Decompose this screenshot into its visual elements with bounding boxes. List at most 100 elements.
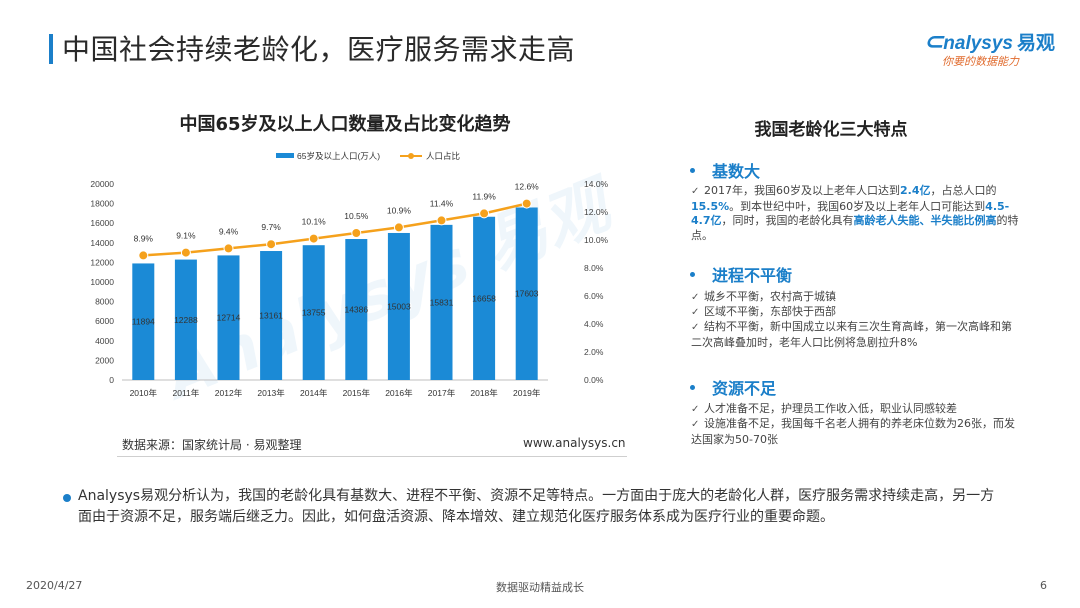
- summary-text: Analysys易观分析认为，我国的老龄化具有基数大、进程不平衡、资源不足等特点…: [78, 488, 995, 525]
- y-left-tick-label: 14000: [90, 238, 114, 248]
- features-title: 我国老龄化三大特点: [754, 120, 908, 140]
- summary-bullet-icon: [63, 494, 71, 502]
- legend-bar-label: 65岁及以上人口(万人): [297, 151, 380, 161]
- y-right-tick-label: 0.0%: [584, 375, 604, 385]
- check-icon: ✓: [691, 186, 700, 197]
- bullet-icon: [690, 272, 695, 277]
- y-left-tick-label: 4000: [95, 336, 114, 346]
- line-value-label: 9.7%: [261, 222, 281, 232]
- x-tick-label: 2010年: [130, 388, 158, 398]
- line-point: [521, 198, 532, 209]
- y-left-tick-label: 12000: [90, 257, 114, 267]
- feature-heading-3: 资源不足: [690, 375, 776, 399]
- feature-2-item-3: ✓ 结构不平衡，新中国成立以来有三次生育高峰，第一次高峰和第二次高峰叠加时，老年人…: [691, 320, 1012, 349]
- bar: [473, 216, 496, 380]
- y-left-tick-label: 0: [109, 375, 114, 385]
- check-icon: ✓: [691, 292, 700, 303]
- y-left-tick-label: 16000: [90, 218, 114, 228]
- bar: [132, 263, 155, 380]
- line-point: [479, 208, 490, 219]
- y-right-tick-label: 2.0%: [584, 347, 604, 357]
- logo-slogan: 你要的数据能力: [942, 55, 1019, 68]
- bar-value-label: 17603: [515, 289, 539, 299]
- bar: [302, 245, 325, 380]
- feature-3-item-1: ✓ 人才准备不足，护理员工作收入低，职业认同感较差: [691, 402, 1021, 418]
- y-left-tick-label: 18000: [90, 199, 114, 209]
- check-icon: ✓: [691, 322, 700, 333]
- line-value-label: 11.9%: [472, 191, 496, 201]
- y-left-tick-label: 8000: [95, 297, 114, 307]
- chart-divider: [117, 456, 627, 457]
- x-tick-label: 2011年: [173, 388, 200, 398]
- bar-value-label: 15831: [430, 297, 454, 307]
- bar: [174, 259, 197, 380]
- feature-heading-1: 基数大: [690, 158, 760, 182]
- chart-source: 数据来源：国家统计局 · 易观整理: [122, 438, 302, 452]
- y-right-tick-label: 12.0%: [584, 207, 609, 217]
- feature-3-item-2: ✓ 设施准备不足，我国每千名老人拥有的养老床位数为26张，而发达国家为50-70张: [691, 417, 1015, 446]
- line-value-label: 11.4%: [430, 198, 454, 208]
- legend-bar-swatch: [276, 153, 294, 158]
- feature-heading-2: 进程不平衡: [690, 262, 792, 286]
- line-value-label: 10.5%: [344, 211, 369, 221]
- x-tick-label: 2016年: [385, 388, 413, 398]
- bar-value-label: 13161: [259, 311, 283, 321]
- bar: [430, 224, 453, 380]
- y-right-tick-label: 10.0%: [584, 235, 609, 245]
- bar-value-label: 13755: [302, 308, 326, 318]
- y-right-tick-label: 6.0%: [584, 291, 604, 301]
- chart-site: www.analysys.cn: [523, 436, 626, 450]
- line-point: [180, 247, 191, 258]
- x-tick-label: 2019年: [513, 388, 541, 398]
- line-point: [308, 233, 319, 244]
- check-icon: ✓: [691, 419, 700, 430]
- line-value-label: 9.4%: [219, 226, 239, 236]
- line-value-label: 10.9%: [387, 205, 412, 215]
- bar: [387, 232, 410, 380]
- analysys-logo: ⊂nalysys 易观 你要的数据能力: [924, 28, 1056, 70]
- line-value-label: 10.1%: [302, 217, 327, 227]
- y-left-tick-label: 20000: [90, 179, 114, 189]
- footer-slogan: 数据驱动精益成长: [496, 581, 584, 594]
- bullet-icon: [690, 168, 695, 173]
- line-point: [436, 215, 447, 226]
- feature-2-item-1: ✓ 城乡不平衡，农村高于城镇: [691, 290, 1021, 306]
- feature-2-item-2: ✓ 区域不平衡，东部快于西部: [691, 305, 1021, 321]
- line-point: [266, 239, 277, 250]
- line-value-label: 9.1%: [176, 231, 196, 241]
- bar: [345, 239, 368, 380]
- bar-value-label: 15003: [387, 301, 411, 311]
- y-right-tick-label: 14.0%: [584, 179, 609, 189]
- legend-line-label: 人口占比: [426, 151, 460, 161]
- bar: [217, 255, 240, 380]
- y-right-tick-label: 8.0%: [584, 263, 604, 273]
- bar-value-label: 12714: [217, 313, 241, 323]
- bullet-icon: [690, 385, 695, 390]
- y-left-tick-label: 10000: [90, 277, 114, 287]
- logo-text: nalysys: [943, 33, 1014, 54]
- footer-date: 2020/4/27: [26, 579, 83, 592]
- population-chart: 65岁及以上人口(万人) 人口占比 0 2000 4000 6000 8000 10000 12…: [90, 151, 609, 398]
- x-tick-label: 2012年: [215, 388, 243, 398]
- bar-value-label: 14386: [344, 305, 368, 315]
- feature-1-text: ✓ 2017年，我国60岁及以上老年人口达到2.4亿，占总人口的15.5%。到本世…: [691, 184, 1019, 242]
- y-left-tick-label: 2000: [95, 355, 114, 365]
- page-number: 6: [1040, 579, 1047, 592]
- check-icon: ✓: [691, 404, 700, 415]
- x-tick-label: 2017年: [428, 388, 456, 398]
- line-point: [223, 243, 234, 254]
- bar: [515, 207, 538, 380]
- bar: [260, 251, 283, 380]
- bar-value-label: 12288: [174, 315, 198, 325]
- x-tick-label: 2013年: [257, 388, 285, 398]
- logo-a-mark: ⊂: [924, 28, 944, 54]
- bar-value-label: 11894: [132, 317, 155, 327]
- x-tick-label: 2014年: [300, 388, 328, 398]
- title-accent-bar: [49, 34, 53, 64]
- chart-title: 中国65岁及以上人口数量及占比变化趋势: [179, 114, 511, 135]
- x-tick-label: 2015年: [343, 388, 371, 398]
- logo-cn-text: 易观: [1017, 33, 1056, 54]
- bar-value-label: 16658: [472, 293, 496, 303]
- page-title: 中国社会持续老龄化，医疗服务需求走高: [62, 33, 576, 66]
- line-point: [393, 222, 404, 233]
